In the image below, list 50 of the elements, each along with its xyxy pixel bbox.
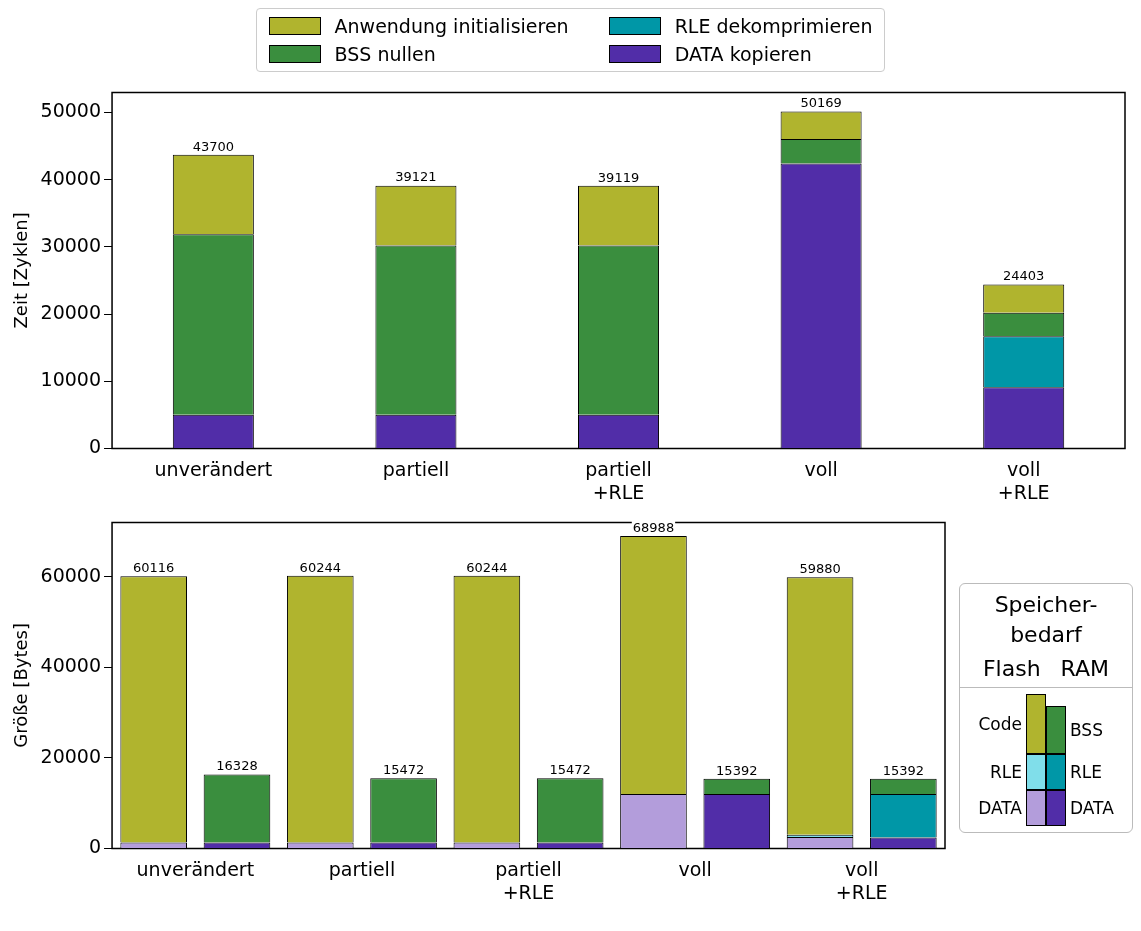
y-tick-label: 20000 [40,744,102,767]
y-tick-label: 0 [88,835,102,858]
x-tick-label: voll +RLE [997,457,1050,503]
x-tick-label: partiell +RLE [585,457,652,503]
y-tick-label: 30000 [40,233,102,256]
total-label: 15472 [382,762,425,778]
y-tick-label: 20000 [40,301,102,323]
y-tick-label: 50000 [40,99,102,122]
total-label: 39121 [395,169,437,185]
total-label: 60116 [133,560,175,576]
total-label: 15392 [882,762,925,778]
y-tick-label: 40000 [40,654,102,677]
total-label: 68988 [632,519,675,535]
text: RAM [1060,656,1110,681]
x-tick-label: unverändert [136,857,255,880]
total-label: 60244 [466,559,508,575]
total-label: 15472 [549,762,591,778]
legend-label: DATA [1069,798,1115,818]
legend-label: Anwendung initialisieren [334,15,569,37]
x-tick-label: partiell [382,457,450,480]
y-tick-label: 60000 [40,563,102,586]
x-tick-label: partiell +RLE [495,857,562,903]
legend-title: Speicher-bedarf [993,591,1099,649]
text: Code [977,714,1023,734]
total-label: 50169 [800,95,842,111]
legend-label: DATA kopieren [674,43,812,65]
x-tick-label: voll [678,857,712,880]
x-tick-label: partiell [328,857,396,880]
legend-label: RLE [1069,762,1104,782]
y-tick-label: 0 [88,435,102,458]
total-label: 60244 [299,559,341,575]
total-label: 43700 [192,138,235,154]
text: Flash [982,656,1041,681]
text: DATA [978,798,1022,818]
total-label: 39119 [597,169,640,185]
x-tick-label: voll +RLE [835,857,888,903]
total-label: 24403 [1003,268,1045,284]
y-tick-label: 10000 [40,368,102,391]
x-tick-label: voll [804,457,838,480]
legend-label: BSS nullen [334,43,436,65]
total-label: 59880 [799,561,841,577]
y-axis-title: Größe [Bytes] [10,623,32,748]
text: RLE [989,762,1022,782]
y-axis-title: Zeit [Zyklen] [10,212,32,329]
total-label: 15392 [716,762,758,778]
x-tick-label: unverändert [154,457,273,480]
legend-label: RLE dekomprimieren [674,15,873,37]
y-tick-label: 40000 [40,166,102,189]
text: BSS [1069,720,1104,740]
total-label: 16328 [216,758,258,774]
